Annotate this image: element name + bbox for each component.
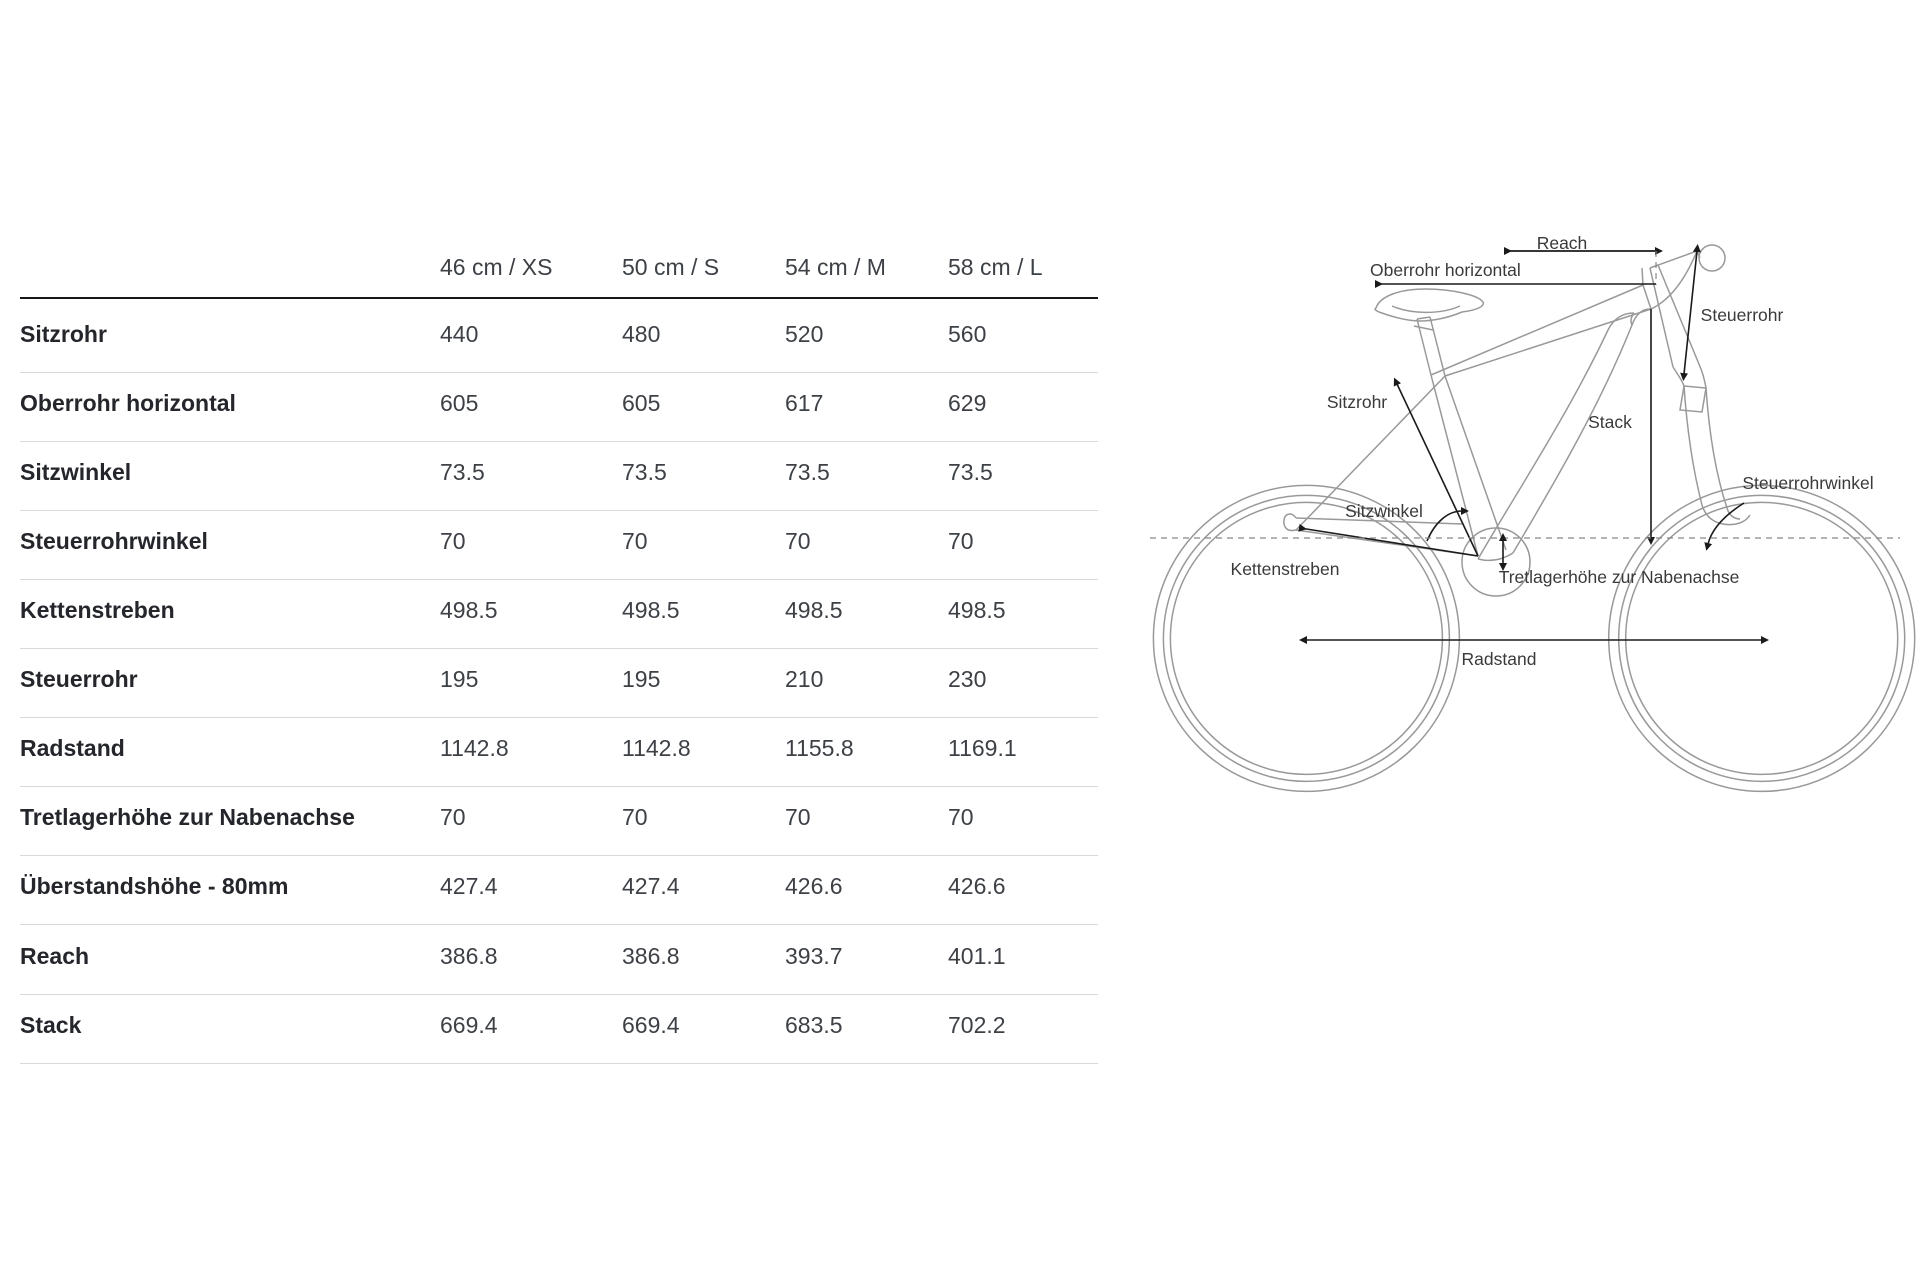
svg-text:Sitzrohr: Sitzrohr: [1327, 392, 1387, 412]
svg-text:Steuerrohr: Steuerrohr: [1701, 305, 1784, 325]
svg-text:Oberrohr horizontal: Oberrohr horizontal: [1370, 260, 1521, 280]
svg-text:Reach: Reach: [1537, 233, 1588, 253]
svg-text:Tretlagerhöhe zur Nabenachse: Tretlagerhöhe zur Nabenachse: [1499, 567, 1740, 587]
svg-text:Radstand: Radstand: [1462, 649, 1537, 669]
svg-text:Steuerrohrwinkel: Steuerrohrwinkel: [1742, 473, 1873, 493]
svg-text:Stack: Stack: [1588, 412, 1632, 432]
svg-text:Sitzwinkel: Sitzwinkel: [1345, 501, 1423, 521]
svg-text:Kettenstreben: Kettenstreben: [1231, 559, 1340, 579]
